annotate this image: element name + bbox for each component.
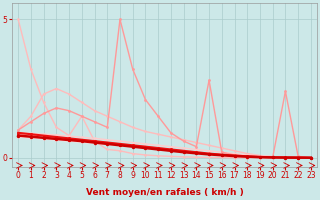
- X-axis label: Vent moyen/en rafales ( km/h ): Vent moyen/en rafales ( km/h ): [86, 188, 244, 197]
